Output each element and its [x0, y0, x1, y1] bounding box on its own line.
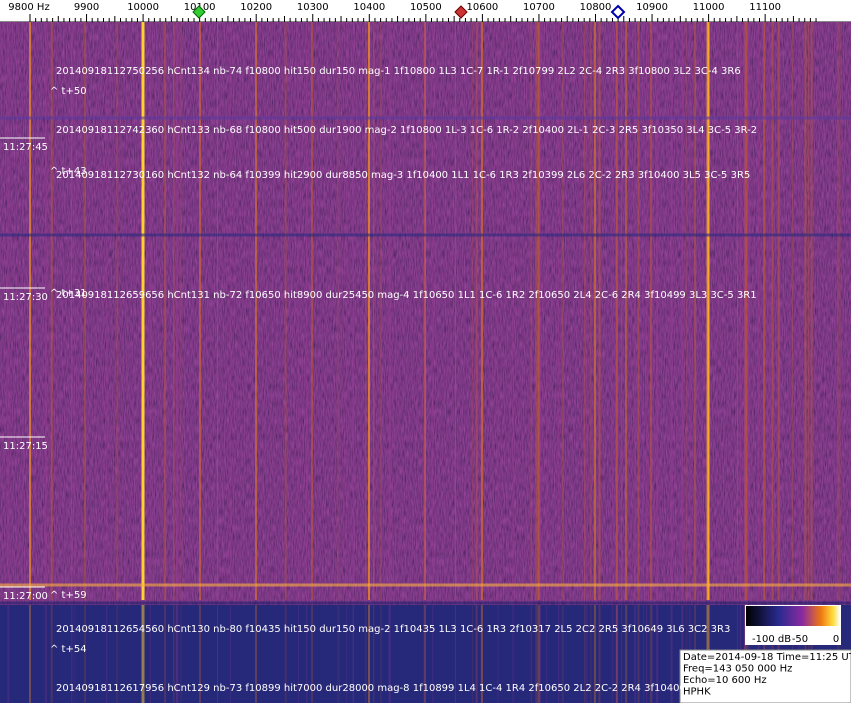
time-label: 11:27:30 [3, 292, 48, 303]
time-offset: ^ t+31 [50, 288, 87, 299]
frequency-label: 10800 [580, 2, 612, 13]
time-offset: ^ t+43 [50, 166, 87, 177]
frequency-label: 11100 [749, 2, 781, 13]
time-offset: ^ t+59 [50, 590, 87, 601]
info-line: HPHK [683, 687, 711, 698]
meteor-annotation: 20140918112659656 hCnt131 nb-72 f10650 h… [56, 290, 757, 301]
frequency-axis [0, 0, 851, 22]
marker-blue [610, 4, 626, 20]
frequency-label: 10500 [410, 2, 442, 13]
frequency-label: 10000 [127, 2, 159, 13]
info-line: Date=2014-09-18 Time=11:25 UTC [683, 652, 851, 663]
frequency-label: 10400 [353, 2, 385, 13]
frequency-label: 11000 [693, 2, 725, 13]
time-label: 11:27:15 [3, 441, 48, 452]
time-label: 11:27:45 [3, 142, 48, 153]
signal-streaks [0, 22, 851, 703]
meteor-annotation: 20140918112617956 hCnt129 nb-73 f10899 h… [56, 683, 707, 694]
time-offset: ^ t+54 [50, 644, 87, 655]
axis-marks: 9800 Hz990010000101001020010300104001050… [8, 2, 817, 22]
colorbar-label: 0 [833, 634, 839, 645]
time-offset: ^ t+50 [50, 86, 87, 97]
marker-green [192, 5, 206, 19]
meteor-annotation: 20140918112730160 hCnt132 nb-64 f10399 h… [56, 170, 750, 181]
meteor-annotation: 20140918112750256 hCnt134 nb-74 f10800 h… [56, 66, 741, 77]
colorbar-label: -100 dB [752, 634, 791, 645]
frequency-label: 10700 [523, 2, 555, 13]
info-box [679, 649, 851, 704]
marker-red [454, 5, 468, 19]
frequency-label: 10600 [466, 2, 498, 13]
frequency-label: 10900 [636, 2, 668, 13]
meteor-annotation: 20140918112654560 hCnt130 nb-80 f10435 h… [56, 624, 730, 635]
frequency-label: 10200 [240, 2, 272, 13]
colorbar-label: -50 [792, 634, 808, 645]
frequency-label: 10300 [297, 2, 329, 13]
time-label: 11:27:00 [3, 591, 48, 602]
frequency-label: 9800 Hz [8, 2, 49, 13]
frequency-label: 9900 [74, 2, 99, 13]
info-line: Freq=143 050 000 Hz [683, 664, 792, 675]
meteor-annotation: 20140918112742360 hCnt133 nb-68 f10800 h… [56, 125, 757, 136]
info-line: Echo=10 600 Hz [683, 675, 767, 686]
colorbar [746, 606, 840, 626]
